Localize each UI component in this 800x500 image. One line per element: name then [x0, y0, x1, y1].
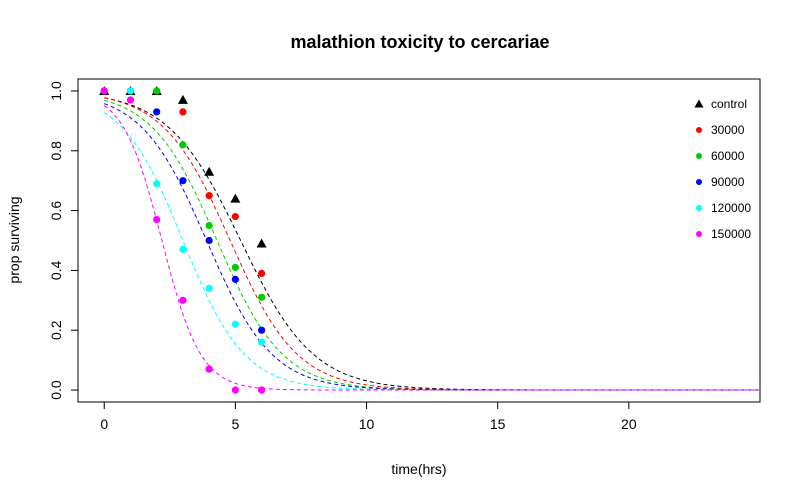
- y-axis: 0.0 0.2 0.4 0.6 0.8 1.0: [48, 81, 79, 400]
- point-60000: [205, 221, 213, 230]
- point-150000: [179, 296, 187, 304]
- data-points: [99, 85, 267, 394]
- point-30000: [179, 108, 187, 116]
- legend-label-120000: 120000: [711, 201, 751, 215]
- point-60000: [153, 87, 161, 95]
- y-tick-label: 1.0: [48, 81, 64, 101]
- point-120000: [126, 87, 135, 95]
- x-tick-label: 10: [359, 416, 375, 432]
- legend-label-30000: 30000: [711, 123, 745, 137]
- fit-curve-control: [104, 97, 760, 391]
- y-tick-label: 0.4: [48, 260, 64, 280]
- point-90000: [205, 236, 213, 245]
- x-axis-label: time(hrs): [391, 461, 446, 477]
- y-tick-label: 0.0: [48, 380, 64, 400]
- x-tick-label: 0: [100, 416, 108, 432]
- point-control: [204, 166, 215, 176]
- legend: control 30000 60000 90000 120000 150000: [694, 97, 751, 241]
- legend-label-150000: 150000: [711, 227, 751, 241]
- point-control: [230, 193, 241, 203]
- legend-label-control: control: [711, 97, 747, 111]
- point-30000: [258, 269, 266, 277]
- x-tick-label: 5: [231, 416, 239, 432]
- fit-curve-60000: [104, 99, 760, 391]
- point-120000: [205, 284, 213, 292]
- point-90000: [258, 326, 266, 334]
- x-tick-label: 15: [490, 416, 506, 432]
- point-control: [256, 238, 267, 248]
- fit-curve-90000: [104, 103, 760, 391]
- point-30000: [231, 212, 239, 221]
- x-axis: 0 5 10 15 20: [100, 401, 637, 432]
- point-control: [177, 94, 188, 104]
- y-axis-label: prop surviving: [6, 196, 22, 283]
- point-150000: [205, 365, 213, 373]
- point-90000: [179, 177, 187, 185]
- legend-marker-90000: [696, 179, 702, 185]
- point-60000: [258, 293, 266, 301]
- fit-curve-150000: [103, 105, 760, 391]
- x-tick-label: 20: [621, 416, 637, 432]
- fit-curves: [103, 97, 760, 391]
- point-150000: [231, 386, 239, 394]
- legend-marker-120000: [696, 205, 702, 211]
- plot-frame: [77, 78, 761, 403]
- point-60000: [179, 141, 187, 149]
- point-60000: [231, 263, 239, 272]
- point-150000: [153, 215, 161, 224]
- chart-title: malathion toxicity to cercariae: [290, 32, 549, 52]
- point-90000: [231, 275, 239, 283]
- point-120000: [258, 338, 266, 346]
- point-90000: [153, 108, 161, 116]
- point-120000: [231, 320, 239, 328]
- legend-marker-30000: [696, 127, 702, 133]
- point-150000: [126, 96, 135, 104]
- point-120000: [179, 245, 187, 254]
- y-tick-label: 0.6: [48, 201, 64, 221]
- point-150000: [100, 87, 108, 95]
- y-tick-label: 0.2: [48, 320, 64, 340]
- legend-marker-150000: [696, 231, 702, 237]
- fit-curve-120000: [103, 112, 760, 391]
- point-120000: [153, 180, 161, 188]
- fit-curve-30000: [104, 97, 760, 391]
- legend-label-60000: 60000: [711, 149, 745, 163]
- legend-marker-60000: [696, 153, 702, 159]
- legend-marker-control: [694, 99, 704, 108]
- point-30000: [205, 192, 213, 200]
- legend-label-90000: 90000: [711, 175, 745, 189]
- y-tick-label: 0.8: [48, 141, 64, 161]
- point-150000: [258, 386, 266, 394]
